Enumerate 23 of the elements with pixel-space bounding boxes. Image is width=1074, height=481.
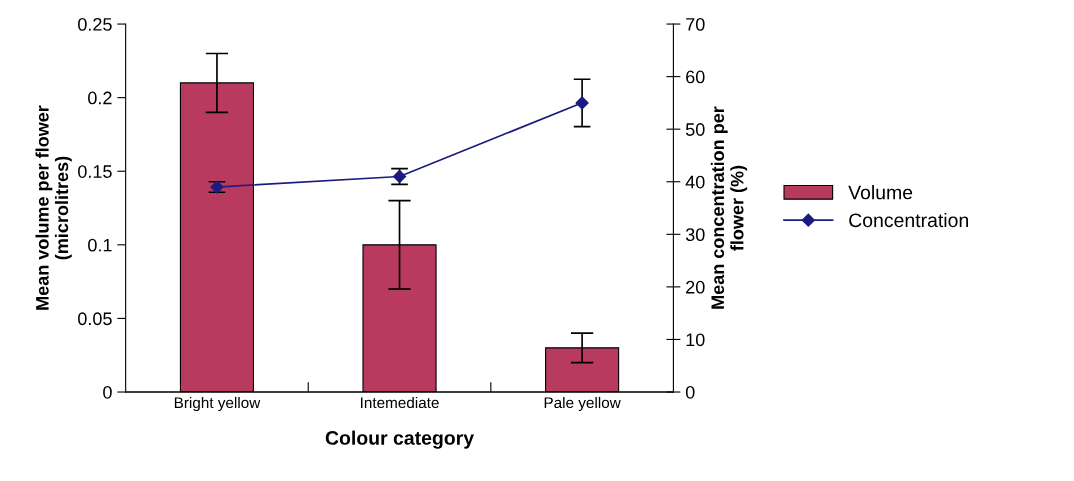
x-tick-label: Bright yellow [174, 396, 261, 412]
legend-label: Concentration [849, 212, 968, 228]
x-tick-label: Pale yellow [544, 396, 621, 412]
y2-tick-label: 40 [685, 175, 705, 189]
point [575, 96, 589, 110]
y-axis-title: Mean volume per flower (microlitres) [35, 105, 72, 310]
y2-axis-title: Mean concentration per flower (%) [710, 106, 748, 309]
y-tick-label: 0.05 [78, 312, 112, 326]
x-tick-label: Intemediate [361, 396, 439, 409]
y-tick-label: 0.25 [78, 17, 112, 31]
y2-tick-label: 0 [685, 385, 695, 399]
y2-tick-label: 20 [686, 280, 705, 294]
y2-tick-label: 60 [686, 70, 705, 84]
y-tick-label: 0.2 [88, 91, 112, 105]
y2-tick-label: 70 [686, 17, 705, 31]
y-tick-label: 0.15 [78, 165, 112, 178]
x-axis-title: Colour category [325, 430, 474, 449]
y2-tick-label: 50 [685, 123, 705, 136]
legend-label: Volume [848, 185, 913, 200]
y-tick-label: 0 [103, 385, 112, 399]
y2-tick-label: 10 [686, 333, 705, 347]
y-tick-label: 0.1 [88, 238, 112, 252]
y2-tick-label: 30 [685, 228, 705, 242]
